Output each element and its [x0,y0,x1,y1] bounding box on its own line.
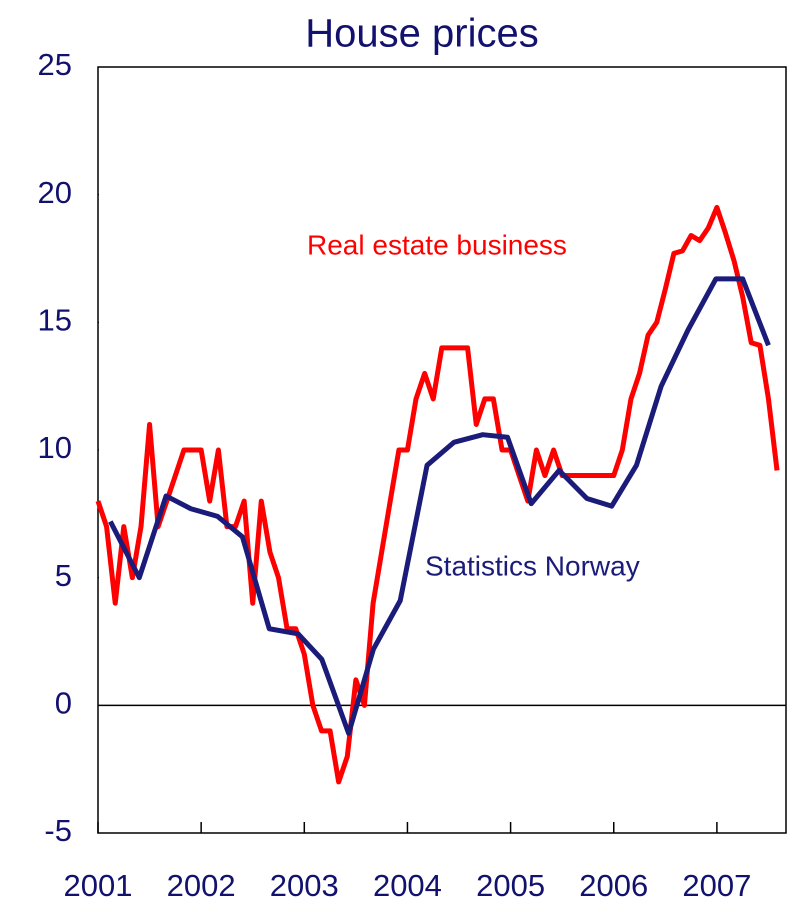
x-tick-label: 2007 [682,868,751,903]
annotation: Real estate business [307,229,567,260]
y-tick-label: 25 [38,47,72,82]
x-tick-label: 2006 [579,868,648,903]
series-line [108,276,771,736]
y-tick-label: 10 [38,430,72,465]
x-tick-label: 2002 [167,868,236,903]
y-tick-label: -5 [44,813,72,848]
chart-title: House prices [305,12,538,56]
y-tick-label: 15 [38,303,72,338]
x-tick-label: 2003 [270,868,339,903]
y-tick-label: 20 [38,175,72,210]
y-tick-label: 5 [55,558,72,593]
y-tick-label: 0 [55,686,72,721]
x-tick-label: 2001 [64,868,133,903]
x-tick-label: 2005 [476,868,545,903]
series-line [95,204,780,785]
annotation: Statistics Norway [425,550,640,581]
x-tick-label: 2004 [373,868,442,903]
